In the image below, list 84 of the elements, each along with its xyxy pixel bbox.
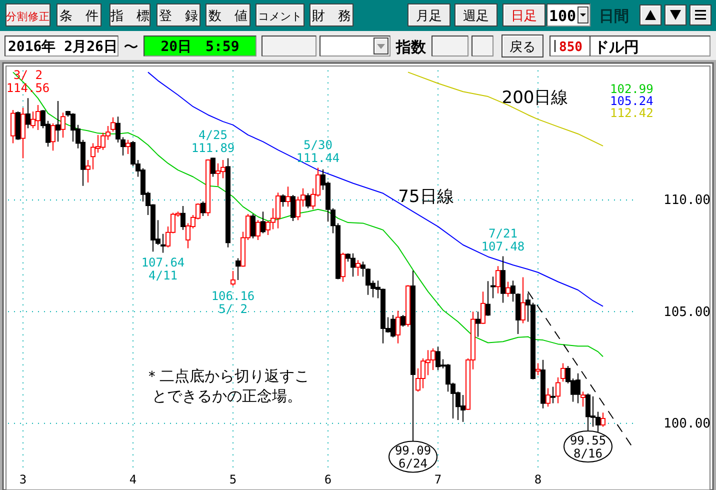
annotation: 107.64 4/11 [141,256,185,283]
annotation: ＊二点底から切り返すことできるかの正念場。 [144,366,310,406]
candlestick [50,122,56,152]
candlestick [126,139,130,154]
candlestick [400,314,406,328]
candlestick [476,311,480,338]
button: 条 件 [56,4,102,26]
candlestick [210,157,216,178]
button: 財 務 [310,4,354,26]
candlestick [356,260,360,276]
button: 戻る [502,34,544,58]
line-series [408,72,604,146]
candlestick [250,214,256,239]
candlestick [396,310,400,344]
x-tick-label: 3 [19,472,27,487]
annotation: 4/25 111.89 [191,128,235,155]
y-tick-label: 105.00 [664,304,710,320]
candlestick [550,386,556,404]
annotation: 75日線 [398,187,454,207]
candlestick [60,112,66,138]
candlestick [26,98,30,129]
annotation: 112.42 [610,106,654,120]
candlestick [490,276,496,299]
x-tick-label: 4 [129,472,137,487]
candlestick [200,201,206,217]
candlestick [506,281,510,298]
candlestick [116,116,120,144]
text: 日間 [599,7,629,25]
button: 週足 [454,4,498,26]
candlestick [260,211,266,234]
candlestick [520,276,526,324]
button: 数 値 [206,4,250,26]
candlestick [120,136,126,156]
candlestick [160,233,166,254]
button: 日足 [502,4,546,26]
text-field: 20日 5:59 [144,36,256,56]
candlestick [340,252,346,282]
y-tick-label: 110.00 [664,193,710,208]
candlestick [536,362,540,376]
text: 指数 [395,38,427,56]
candlestick [256,220,260,240]
dropdown: 100 [546,4,590,26]
candlestick [230,270,236,286]
candlestick [510,280,516,302]
x-tick-label: 6 [324,472,332,487]
button: 月足 [408,4,450,26]
text: 〜 [124,38,138,56]
annotation: 102.99 [610,82,654,96]
candlestick [280,194,286,208]
candlestick [486,280,490,316]
button: 指 標 [110,4,150,26]
candlestick [600,412,606,428]
x-tick-label: 5 [229,472,237,487]
annotation: 106.16 5/ 2 [211,288,255,316]
candlestick [556,376,560,404]
candlestick [56,100,60,142]
annotation: 5/30 111.44 [296,138,340,165]
candlestick [180,206,186,230]
candlestick [560,362,566,382]
x-tick-label: 8 [534,472,542,487]
button: 登 録 [156,4,200,26]
annotation: 99.55 8/16 [570,433,606,460]
candlestick [110,116,116,132]
candlestick [290,194,296,222]
annotation: 99.09 6/24 [394,444,432,471]
candlestick [306,192,310,209]
candlestick [546,388,550,408]
annotation: 7/21 107.48 [481,226,525,254]
candlestick [580,391,586,408]
text-field: 850 [550,36,590,56]
x-tick-label: 7 [434,472,442,487]
candlestick [496,266,500,294]
button: コメント [256,4,304,26]
annotation: 200日線 [502,88,568,108]
candlestick [236,258,240,280]
chart-title: ドル円 [594,38,639,56]
candlestick [10,109,16,144]
candlestick [286,186,290,208]
annotation: 105.24 [610,94,654,108]
candlestick [480,291,486,324]
text-field: 2016年 2月26日 [4,36,118,56]
candlestick [86,159,90,184]
candlestick [500,256,506,304]
y-tick-label: 100.00 [664,416,710,432]
